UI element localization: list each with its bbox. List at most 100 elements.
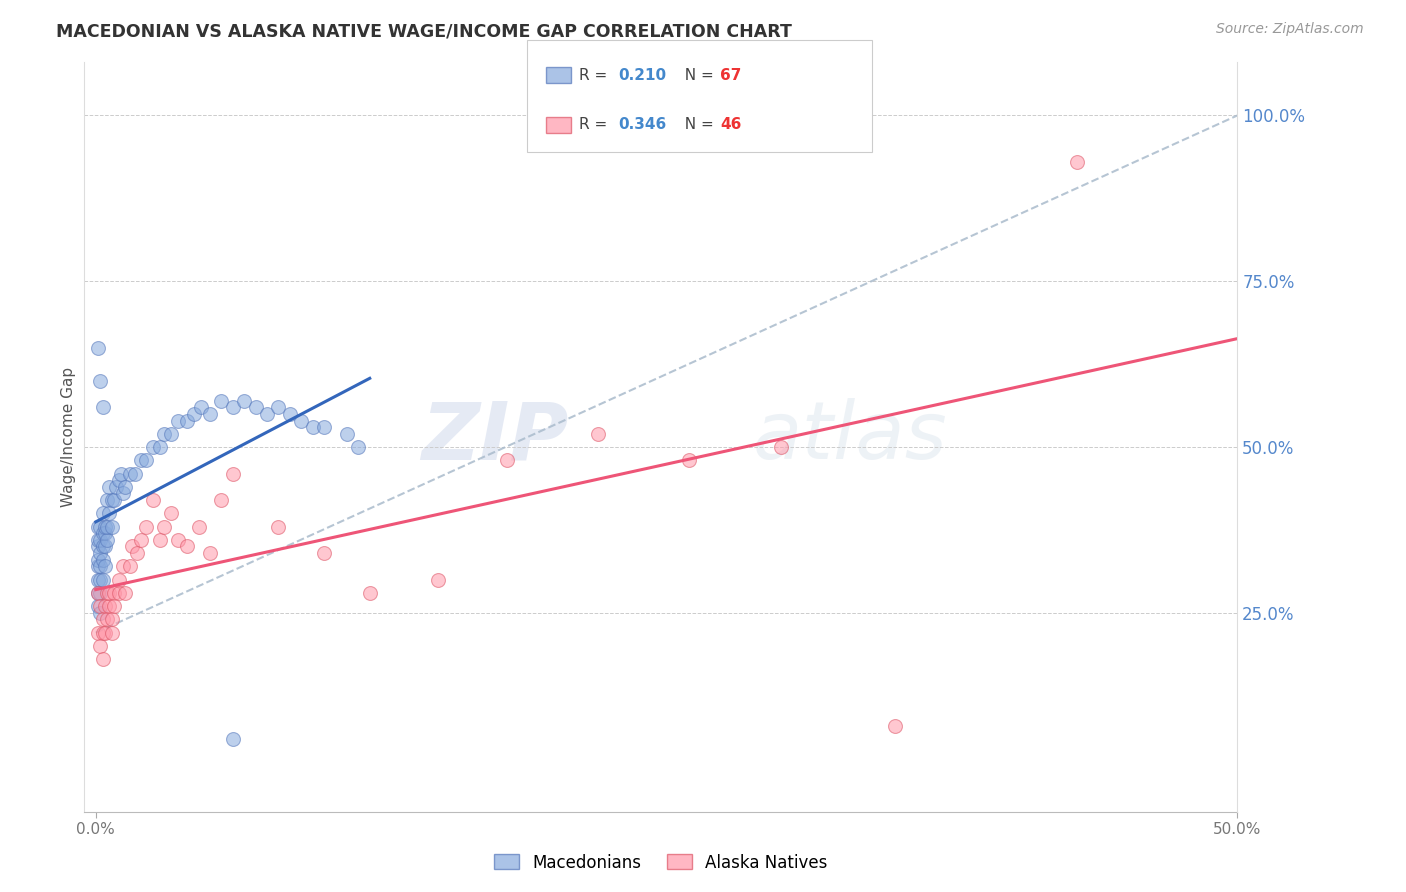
- Text: 67: 67: [720, 68, 741, 83]
- Point: [91, 612, 114, 626]
- Point: [586, 426, 609, 441]
- Legend: Macedonians, Alaska Natives: Macedonians, Alaska Natives: [488, 847, 834, 879]
- Point: [176, 413, 198, 427]
- Point: [153, 519, 176, 533]
- Point: [103, 599, 125, 614]
- Point: [256, 407, 278, 421]
- Point: [87, 559, 110, 574]
- Point: [96, 533, 118, 547]
- Point: [118, 467, 141, 481]
- Point: [769, 440, 792, 454]
- Point: [89, 606, 111, 620]
- Point: [89, 519, 111, 533]
- Point: [110, 467, 132, 481]
- Point: [245, 401, 267, 415]
- Point: [495, 453, 517, 467]
- Text: Source: ZipAtlas.com: Source: ZipAtlas.com: [1216, 22, 1364, 37]
- Text: 0.210: 0.210: [619, 68, 666, 83]
- Point: [267, 401, 290, 415]
- Point: [209, 393, 232, 408]
- Point: [336, 426, 359, 441]
- Text: 46: 46: [720, 117, 741, 132]
- Point: [160, 426, 183, 441]
- Point: [190, 401, 212, 415]
- Point: [91, 553, 114, 567]
- Point: [107, 586, 129, 600]
- Point: [103, 493, 125, 508]
- Point: [105, 480, 128, 494]
- Point: [112, 486, 135, 500]
- Point: [87, 586, 110, 600]
- Point: [98, 506, 121, 520]
- Point: [89, 546, 111, 560]
- Point: [142, 440, 165, 454]
- Point: [96, 519, 118, 533]
- Point: [183, 407, 205, 421]
- Point: [96, 586, 118, 600]
- Point: [131, 453, 153, 467]
- Point: [87, 519, 110, 533]
- Point: [87, 553, 110, 567]
- Point: [94, 625, 117, 640]
- Point: [96, 493, 118, 508]
- Point: [347, 440, 370, 454]
- Point: [124, 467, 146, 481]
- Point: [87, 573, 110, 587]
- Point: [89, 559, 111, 574]
- Point: [89, 533, 111, 547]
- Point: [87, 540, 110, 554]
- Point: [222, 467, 245, 481]
- Point: [91, 573, 114, 587]
- Point: [98, 599, 121, 614]
- Point: [112, 559, 135, 574]
- Point: [91, 401, 114, 415]
- Point: [233, 393, 256, 408]
- Point: [222, 401, 245, 415]
- Point: [167, 533, 190, 547]
- Point: [94, 519, 117, 533]
- Point: [98, 480, 121, 494]
- Point: [153, 426, 176, 441]
- Point: [149, 440, 172, 454]
- Point: [312, 420, 335, 434]
- Point: [87, 599, 110, 614]
- Point: [98, 586, 121, 600]
- Point: [94, 540, 117, 554]
- Point: [125, 546, 148, 560]
- Point: [91, 506, 114, 520]
- Point: [1066, 155, 1088, 169]
- Point: [176, 540, 198, 554]
- Point: [267, 519, 290, 533]
- Point: [142, 493, 165, 508]
- Text: N =: N =: [675, 117, 718, 132]
- Text: R =: R =: [579, 117, 613, 132]
- Point: [91, 540, 114, 554]
- Point: [107, 573, 129, 587]
- Point: [678, 453, 700, 467]
- Point: [100, 519, 122, 533]
- Point: [121, 540, 143, 554]
- Point: [96, 612, 118, 626]
- Text: R =: R =: [579, 68, 613, 83]
- Point: [135, 519, 157, 533]
- Point: [883, 718, 905, 732]
- Point: [301, 420, 323, 434]
- Point: [100, 612, 122, 626]
- Text: N =: N =: [675, 68, 718, 83]
- Point: [167, 413, 190, 427]
- Text: 0.346: 0.346: [619, 117, 666, 132]
- Point: [278, 407, 301, 421]
- Point: [198, 546, 221, 560]
- Point: [87, 341, 110, 355]
- Point: [107, 473, 129, 487]
- Point: [312, 546, 335, 560]
- Point: [94, 526, 117, 541]
- Point: [91, 625, 114, 640]
- Point: [118, 559, 141, 574]
- Point: [94, 599, 117, 614]
- Point: [187, 519, 209, 533]
- Point: [209, 493, 232, 508]
- Point: [359, 586, 381, 600]
- Point: [149, 533, 172, 547]
- Point: [87, 625, 110, 640]
